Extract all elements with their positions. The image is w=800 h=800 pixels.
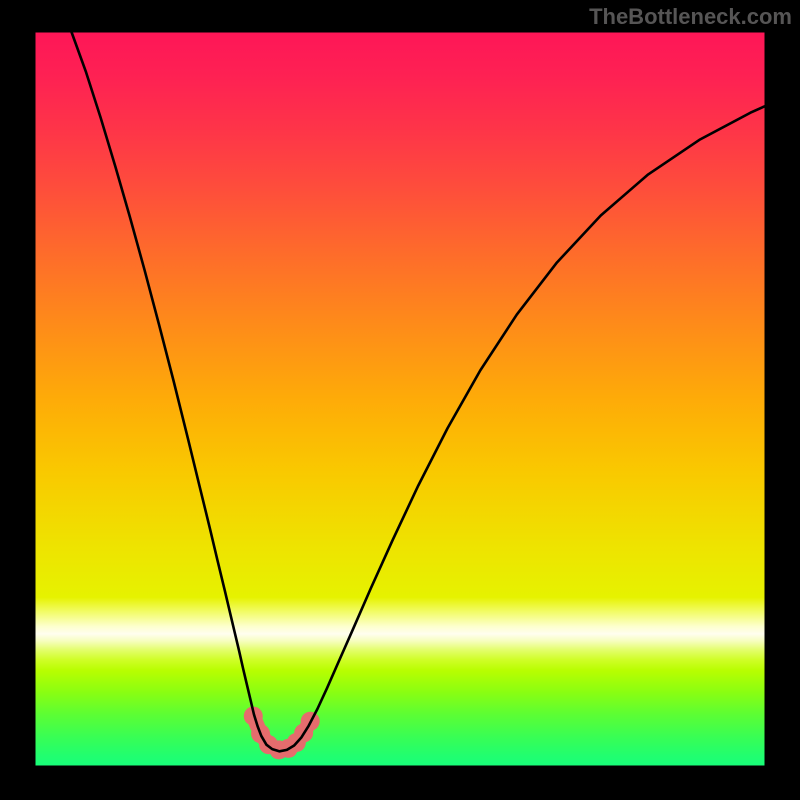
chart-container: TheBottleneck.com (0, 0, 800, 800)
watermark-text: TheBottleneck.com (589, 4, 792, 30)
plot-background (35, 32, 765, 766)
bottleneck-chart (0, 0, 800, 800)
